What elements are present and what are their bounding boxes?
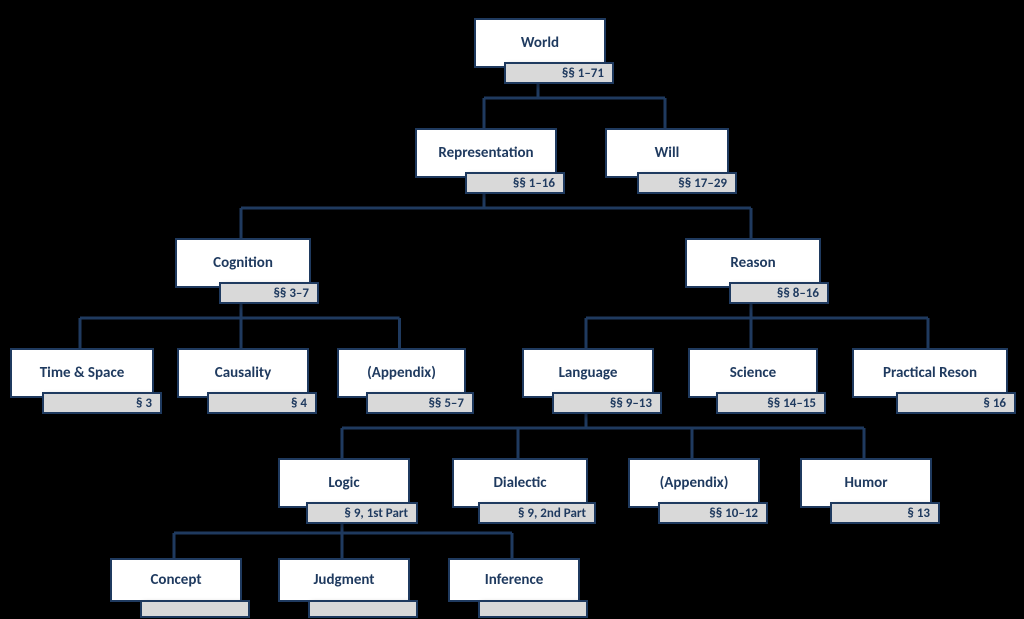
node-label: World§§ 1–71 bbox=[474, 18, 606, 68]
node-label: Humor§ 13 bbox=[800, 458, 932, 508]
tree-node-timespace: Time & Space§ 3 bbox=[10, 348, 154, 398]
tree-node-inference: Inference bbox=[448, 558, 580, 602]
node-sublabel: §§ 10–12 bbox=[658, 502, 768, 524]
node-label: Cognition§§ 3–7 bbox=[175, 238, 311, 288]
node-sublabel: §§ 8–16 bbox=[729, 282, 829, 304]
node-sublabel bbox=[478, 600, 588, 618]
tree-node-causality: Causality§ 4 bbox=[177, 348, 309, 398]
tree-node-cognition: Cognition§§ 3–7 bbox=[175, 238, 311, 288]
node-label: (Appendix)§§ 5–7 bbox=[337, 348, 466, 398]
node-sublabel: §§ 1–16 bbox=[465, 172, 565, 194]
node-label: Logic§ 9, 1st Part bbox=[278, 458, 410, 508]
node-label: Inference bbox=[448, 558, 580, 602]
node-label: Practical Reson§ 16 bbox=[852, 348, 1008, 398]
tree-node-science: Science§§ 14–15 bbox=[688, 348, 818, 398]
tree-node-judgment: Judgment bbox=[278, 558, 410, 602]
node-sublabel: § 9, 2nd Part bbox=[478, 502, 596, 524]
node-label: Will§§ 17–29 bbox=[605, 128, 729, 178]
tree-node-humor: Humor§ 13 bbox=[800, 458, 932, 508]
tree-node-appendix2: (Appendix)§§ 10–12 bbox=[628, 458, 760, 508]
tree-node-language: Language§§ 9–13 bbox=[522, 348, 654, 398]
node-label: (Appendix)§§ 10–12 bbox=[628, 458, 760, 508]
tree-node-concept: Concept bbox=[110, 558, 242, 602]
node-sublabel: § 3 bbox=[42, 392, 162, 414]
node-label: Representation§§ 1–16 bbox=[415, 128, 557, 178]
node-label: Language§§ 9–13 bbox=[522, 348, 654, 398]
node-label: Dialectic§ 9, 2nd Part bbox=[452, 458, 588, 508]
tree-node-repr: Representation§§ 1–16 bbox=[415, 128, 557, 178]
node-label: Time & Space§ 3 bbox=[10, 348, 154, 398]
node-sublabel bbox=[308, 600, 418, 618]
tree-node-reason: Reason§§ 8–16 bbox=[685, 238, 821, 288]
node-sublabel: § 16 bbox=[896, 392, 1016, 414]
tree-node-pracreason: Practical Reson§ 16 bbox=[852, 348, 1008, 398]
node-sublabel: §§ 3–7 bbox=[219, 282, 319, 304]
node-label: Judgment bbox=[278, 558, 410, 602]
node-sublabel: § 9, 1st Part bbox=[306, 502, 418, 524]
node-sublabel: §§ 1–71 bbox=[504, 62, 614, 84]
node-sublabel: §§ 17–29 bbox=[637, 172, 737, 194]
node-label: Concept bbox=[110, 558, 242, 602]
tree-connectors bbox=[0, 0, 1024, 619]
node-sublabel: § 13 bbox=[830, 502, 940, 524]
node-sublabel: §§ 5–7 bbox=[366, 392, 474, 414]
tree-node-dialectic: Dialectic§ 9, 2nd Part bbox=[452, 458, 588, 508]
node-label: Causality§ 4 bbox=[177, 348, 309, 398]
node-sublabel: §§ 14–15 bbox=[716, 392, 826, 414]
node-label: Science§§ 14–15 bbox=[688, 348, 818, 398]
tree-node-appendix1: (Appendix)§§ 5–7 bbox=[337, 348, 466, 398]
tree-node-logic: Logic§ 9, 1st Part bbox=[278, 458, 410, 508]
tree-node-world: World§§ 1–71 bbox=[474, 18, 606, 68]
node-sublabel: §§ 9–13 bbox=[552, 392, 662, 414]
node-sublabel bbox=[140, 600, 250, 618]
node-label: Reason§§ 8–16 bbox=[685, 238, 821, 288]
node-sublabel: § 4 bbox=[207, 392, 317, 414]
tree-node-will: Will§§ 17–29 bbox=[605, 128, 729, 178]
